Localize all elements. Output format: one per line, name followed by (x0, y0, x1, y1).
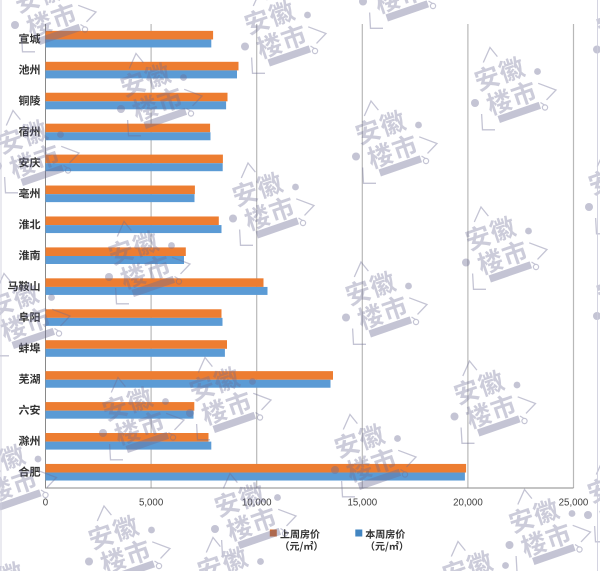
svg-text:20,000: 20,000 (453, 498, 483, 509)
svg-text:5,000: 5,000 (139, 498, 164, 509)
svg-text:15,000: 15,000 (347, 498, 377, 509)
svg-text:0: 0 (43, 498, 49, 509)
svg-text:25,000: 25,000 (559, 498, 589, 509)
